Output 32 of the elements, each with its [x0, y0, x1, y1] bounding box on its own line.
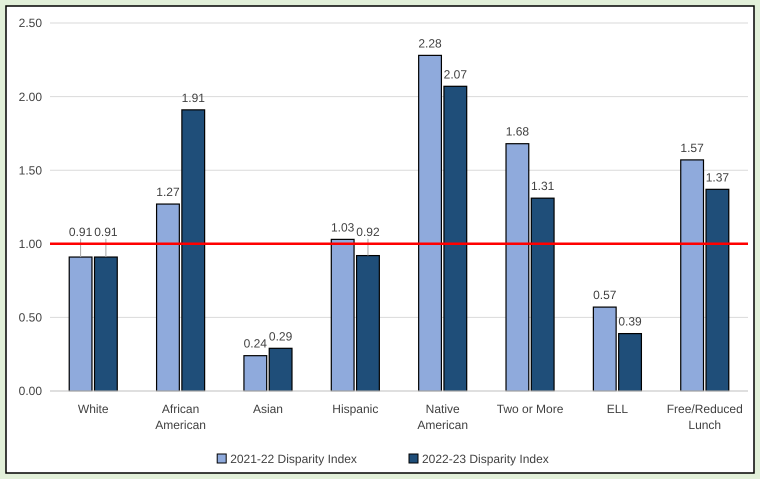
- data-label: 1.57: [680, 140, 704, 155]
- data-label: 2.07: [444, 67, 468, 82]
- data-label: 0.29: [268, 329, 293, 344]
- legend-label: 2021-22 Disparity Index: [230, 452, 357, 466]
- x-tick-label: Free/Reduced Lunch: [666, 402, 743, 432]
- data-label: 0.24: [244, 336, 268, 351]
- data-label: 0.91: [94, 224, 118, 239]
- y-tick-label: 0.00: [18, 384, 42, 398]
- data-label: 1.03: [330, 220, 355, 234]
- x-tick-label: Native American: [417, 402, 468, 432]
- data-label: 1.31: [531, 179, 555, 194]
- x-tick-label: ELL: [606, 402, 628, 416]
- data-label: 0.57: [593, 288, 617, 302]
- x-tick-label: Asian: [252, 402, 283, 416]
- data-label: 0.39: [618, 314, 642, 329]
- x-tick-label: Hispanic: [332, 402, 378, 416]
- y-tick-label: 1.50: [18, 163, 42, 178]
- data-label: 0.91: [68, 224, 93, 239]
- legend-label: 2022-23 Disparity Index: [422, 452, 549, 466]
- x-tick-label: Two or More: [496, 402, 564, 416]
- x-tick-label: African American: [155, 402, 206, 432]
- y-tick-label: 2.00: [18, 90, 42, 104]
- y-tick-label: 1.00: [18, 237, 42, 251]
- data-label: 1.27: [156, 185, 180, 200]
- data-label: 0.92: [356, 224, 380, 239]
- data-label: 1.68: [506, 124, 530, 139]
- y-tick-label: 2.50: [18, 16, 42, 30]
- data-label: 2.28: [418, 36, 442, 50]
- data-label: 1.91: [182, 90, 206, 105]
- y-tick-label: 0.50: [18, 310, 42, 325]
- x-tick-label: White: [78, 402, 109, 416]
- data-label: 1.37: [706, 170, 730, 184]
